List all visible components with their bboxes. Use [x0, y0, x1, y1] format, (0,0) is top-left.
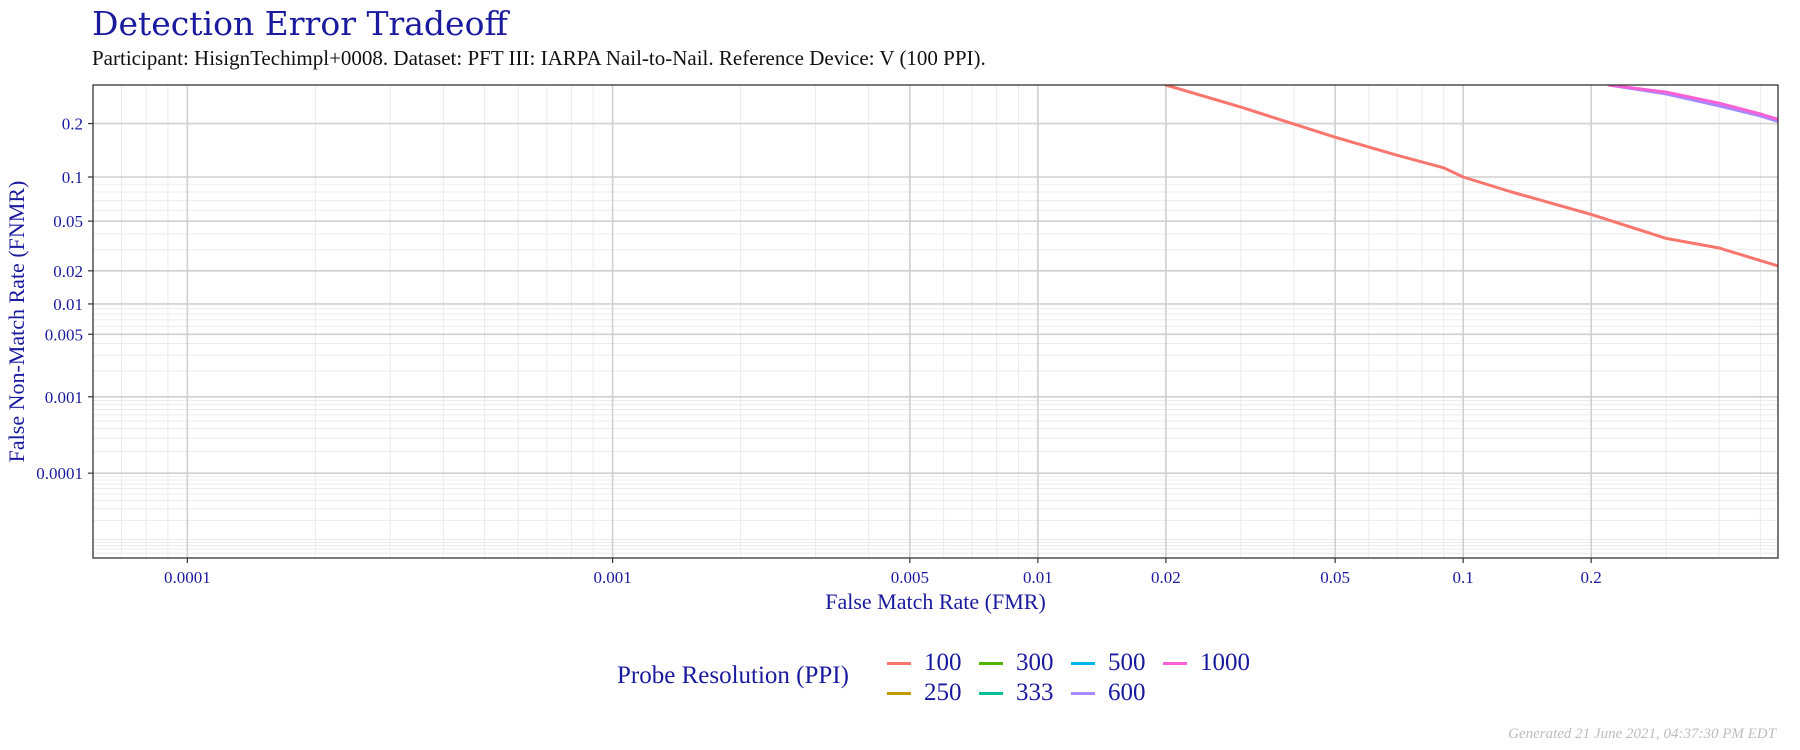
chart-subtitle: Participant: HisignTechimpl+0008. Datase…	[92, 46, 986, 70]
series-line-1000	[1607, 85, 1778, 121]
y-tick-label: 0.001	[45, 388, 83, 407]
generated-timestamp: Generated 21 June 2021, 04:37:30 PM EDT	[1508, 726, 1776, 742]
legend-label: 300	[1016, 649, 1054, 676]
series-line-100	[1164, 85, 1778, 268]
legend-item-500: 500	[1071, 648, 1146, 678]
series-line-600	[1607, 85, 1778, 123]
legend-item-250: 250	[887, 678, 962, 708]
x-tick-label: 0.005	[891, 568, 929, 587]
legend-label: 333	[1016, 679, 1054, 706]
legend-item-100: 100	[887, 648, 962, 678]
legend-title: Probe Resolution (PPI)	[617, 662, 849, 689]
x-tick-label: 0.05	[1320, 568, 1350, 587]
x-tick-label: 0.1	[1453, 568, 1474, 587]
legend-item-1000: 1000	[1163, 648, 1250, 678]
x-axis: 0.0001 0.001 0.005 0.01 0.02 0.05 0.1 0.2	[164, 558, 1602, 587]
legend-item-600: 600	[1071, 678, 1146, 708]
series-layer	[1164, 85, 1778, 268]
panel-border	[92, 84, 1779, 559]
legend-label: 500	[1108, 649, 1146, 676]
legend-item-300: 300	[979, 648, 1054, 678]
x-axis-label: False Match Rate (FMR)	[825, 589, 1046, 614]
y-tick-label: 0.01	[53, 295, 83, 314]
x-tick-label: 0.2	[1581, 568, 1602, 587]
x-tick-label: 0.0001	[164, 568, 211, 587]
grid-major	[93, 85, 1778, 558]
legend-key	[887, 661, 911, 665]
y-tick-label: 0.2	[62, 115, 83, 134]
x-tick-label: 0.01	[1023, 568, 1053, 587]
y-tick-label: 0.1	[62, 168, 83, 187]
x-tick-label: 0.02	[1151, 568, 1181, 587]
legend-key	[979, 691, 1003, 695]
legend-item-333: 333	[979, 678, 1054, 708]
y-tick-label: 0.05	[53, 212, 83, 231]
chart-title: Detection Error Tradeoff	[92, 4, 508, 43]
y-axis-label: False Non-Match Rate (FNMR)	[4, 181, 29, 463]
y-tick-label: 0.0001	[36, 464, 83, 483]
det-plot: 0.0001 0.001 0.005 0.01 0.02 0.05 0.1 0.2 0.20.…	[4, 84, 1779, 614]
legend-key	[1163, 661, 1187, 665]
legend-label: 1000	[1200, 649, 1250, 676]
legend-key	[887, 691, 911, 695]
grid-minor	[92, 85, 1778, 558]
legend-label: 100	[924, 649, 962, 676]
legend-label: 600	[1108, 679, 1146, 706]
x-tick-label: 0.001	[593, 568, 631, 587]
y-axis: 0.2 0.1 0.05 0.02 0.01 0.005 0.001 0.0001	[36, 115, 93, 483]
legend-key	[979, 661, 1003, 665]
legend-label: 250	[924, 679, 962, 706]
y-tick-label: 0.005	[45, 325, 83, 344]
legend-key	[1071, 691, 1095, 695]
legend-key	[1071, 661, 1095, 665]
y-tick-label: 0.02	[53, 262, 83, 281]
